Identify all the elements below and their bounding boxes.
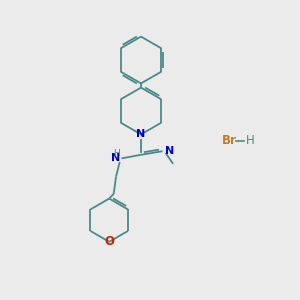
Text: N: N <box>165 146 174 156</box>
Text: H: H <box>113 149 120 158</box>
Text: N: N <box>111 153 120 164</box>
Text: O: O <box>104 235 114 248</box>
Text: Br: Br <box>222 134 237 148</box>
Text: N: N <box>136 129 146 140</box>
Text: H: H <box>245 134 254 148</box>
